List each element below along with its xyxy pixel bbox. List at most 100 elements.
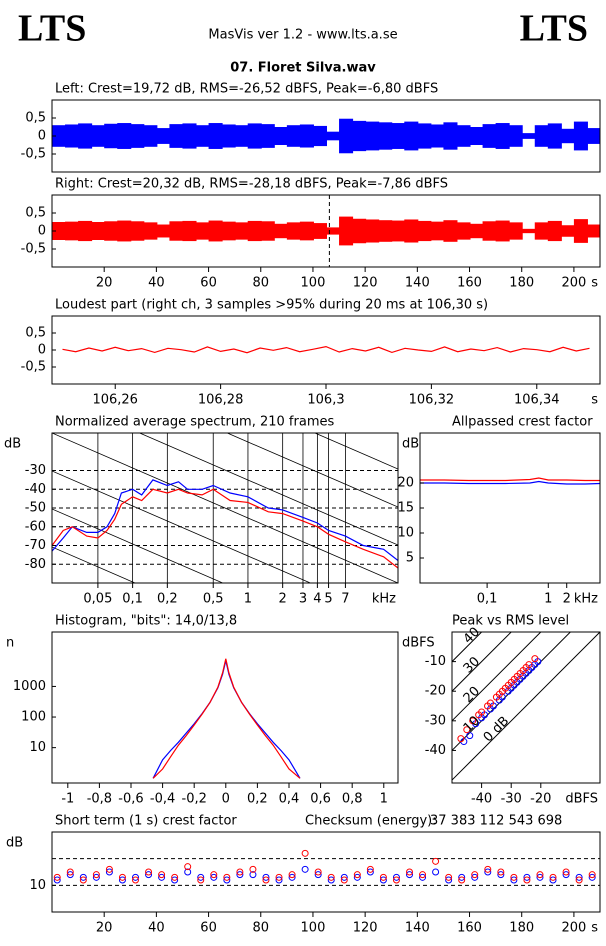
x-tick-label: 0,1 [122,592,143,607]
x-tick-label: 3 [299,592,307,607]
data-point [458,876,466,884]
data-point [327,876,335,884]
data-point [275,876,283,884]
waveform-envelope [273,127,288,145]
waveform-envelope [143,222,158,240]
plot-area [152,658,301,779]
data-point [510,873,518,881]
x-tick-label: 106,26 [92,393,138,408]
x-tick-label: -0,2 [182,792,207,807]
plot-area [420,477,600,485]
waveform-envelope [391,220,406,242]
y-tick-label: 0,5 [25,206,46,221]
x-tick-label: 0,1 [477,592,498,607]
data-point [79,876,87,884]
x-tick-label: -0,6 [118,792,143,807]
waveform-envelope [195,125,210,147]
series-line [152,660,301,779]
data-point [210,871,218,879]
data-point [314,871,322,879]
data-point [575,873,583,881]
file-name: 07. Floret Silva.wav [230,61,376,76]
reference-slope [52,661,398,811]
crest-line-label: 0 dB [481,714,513,746]
plot-frame [419,432,601,584]
x-tick-label: 4 [313,592,321,607]
panel-title: Left: Crest=19,72 dB, RMS=-26,52 dBFS, P… [55,82,438,97]
waveform-envelope [91,125,106,147]
x-tick-label: 5 [324,592,332,607]
x-tick-label: 2 [279,592,287,607]
waveform-envelope [182,220,197,242]
reference-slope [313,433,398,470]
reference-slope [52,243,398,393]
x-tick-label: -30 [501,792,522,807]
data-point [445,873,453,881]
x-tick-label: 7 [341,592,349,607]
x-tick-label: 106,32 [409,393,455,408]
y-tick-label: -0,5 [21,242,46,257]
data-point [406,868,414,876]
waveform-envelope [534,125,549,147]
data-point [288,873,296,881]
waveform-envelope [156,128,171,144]
x-tick-label: 40 [148,921,165,936]
waveform-envelope [221,221,236,241]
reference-slope [226,433,398,508]
x-tick-label: 20 [96,276,113,291]
y-tick-label: -70 [25,538,46,553]
data-point [66,868,74,876]
y-tick-label: 15 [397,501,414,516]
data-point [353,871,361,879]
y-tick-label: -20 [425,684,446,699]
x-tick-label: 160 [457,276,482,291]
y-tick-label: -60 [25,519,46,534]
waveform-envelope [182,123,197,149]
x-tick-label: 2 [563,592,571,607]
waveform-envelope [130,124,145,148]
y-tick-label: 20 [397,476,414,491]
waveform-envelope [352,218,367,244]
y-tick-label: -10 [425,654,446,669]
waveform-envelope [495,220,510,242]
reference-slope [52,470,312,583]
x-tick-label: 200 [561,921,586,936]
data-point [171,873,179,881]
x-tick-label: 180 [509,921,534,936]
data-point [66,871,74,879]
waveform-envelope [404,219,419,243]
x-tick-label: 60 [200,921,217,936]
x-tick-label: 20 [96,921,113,936]
waveform-envelope [521,133,536,139]
reference-slope [52,546,137,583]
waveform-envelope [534,222,549,240]
data-point [486,699,494,707]
x-tick-label: 120 [353,921,378,936]
y-axis-label: dB [4,437,21,452]
data-point [288,871,296,879]
data-point [562,868,570,876]
waveform-envelope [78,220,93,242]
x-axis-label: s [591,393,598,408]
waveform-envelope [573,121,588,151]
waveform-envelope [365,121,380,151]
panel-title: Peak vs RMS level [452,614,569,629]
x-tick-label: 1 [544,592,552,607]
data-point [379,876,387,884]
checksum-label: Checksum (energy): [305,814,437,829]
y-tick-label: 0 [38,129,46,144]
y-axis-label: dBFS [402,636,435,651]
y-tick-label: -0,5 [21,147,46,162]
data-point [575,876,583,884]
data-point [523,876,531,884]
x-tick-label: 106,28 [198,393,244,408]
data-point [92,871,100,879]
waveform-envelope [404,121,419,151]
crest-line [452,632,600,781]
waveform-envelope [143,125,158,147]
waveform-envelope [586,128,600,144]
data-point [432,868,440,876]
waveform-envelope [91,222,106,240]
x-axis-label: s [591,276,598,291]
waveform-envelope [586,224,600,238]
